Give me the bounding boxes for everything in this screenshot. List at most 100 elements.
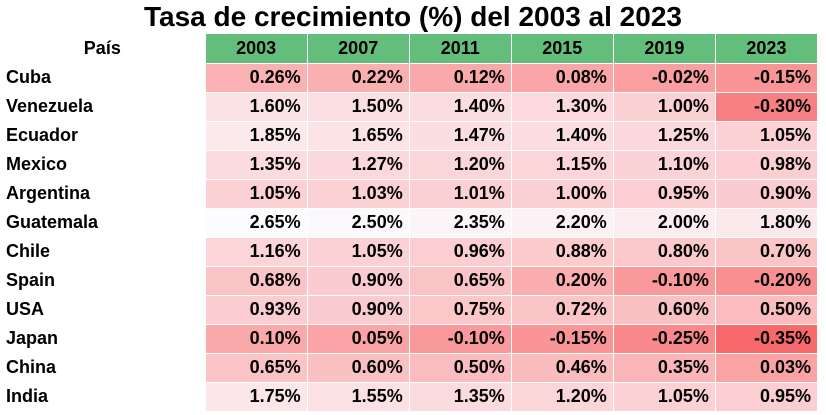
value-cell: 1.35% [409, 382, 512, 412]
value-cell: -0.35% [715, 324, 819, 354]
value-cell: -0.02% [613, 63, 716, 93]
value-cell: -0.10% [409, 324, 512, 354]
value-cell: 2.20% [511, 208, 614, 238]
value-cell: 0.22% [307, 63, 410, 93]
value-cell: 0.10% [205, 324, 308, 354]
column-header-2019: 2019 [613, 34, 716, 64]
value-cell: 0.90% [715, 179, 819, 209]
table-row: USA 0.93% 0.90% 0.75% 0.72% 0.60% 0.50% [0, 295, 819, 325]
country-label: Mexico [0, 150, 206, 180]
value-cell: 1.75% [205, 382, 308, 412]
value-cell: 1.65% [307, 121, 410, 151]
value-cell: 1.85% [205, 121, 308, 151]
value-cell: 1.30% [511, 92, 614, 122]
table-row: China 0.65% 0.60% 0.50% 0.46% 0.35% 0.03% [0, 353, 819, 383]
value-cell: 1.35% [205, 150, 308, 180]
value-cell: 1.03% [307, 179, 410, 209]
table-row: Cuba 0.26% 0.22% 0.12% 0.08% -0.02% -0.15% [0, 63, 819, 93]
value-cell: 0.60% [307, 353, 410, 383]
value-cell: 0.65% [409, 266, 512, 296]
table-row: Japan 0.10% 0.05% -0.10% -0.15% -0.25% -0.35% [0, 324, 819, 354]
value-cell: -0.15% [511, 324, 614, 354]
value-cell: 0.95% [613, 179, 716, 209]
row-header: País [0, 34, 206, 64]
country-label: Ecuador [0, 121, 206, 151]
value-cell: 0.60% [613, 295, 716, 325]
table-row: Venezuela 1.60% 1.50% 1.40% 1.30% 1.00% -0.30% [0, 92, 819, 122]
column-header-2015: 2015 [511, 34, 614, 64]
country-label: Venezuela [0, 92, 206, 122]
value-cell: 1.40% [511, 121, 614, 151]
value-cell: 2.65% [205, 208, 308, 238]
value-cell: 1.55% [307, 382, 410, 412]
value-cell: 0.98% [715, 150, 819, 180]
value-cell: 1.25% [613, 121, 716, 151]
value-cell: 0.50% [715, 295, 819, 325]
value-cell: 0.72% [511, 295, 614, 325]
table-row: Mexico 1.35% 1.27% 1.20% 1.15% 1.10% 0.98% [0, 150, 819, 180]
value-cell: 1.40% [409, 92, 512, 122]
value-cell: 0.03% [715, 353, 819, 383]
column-header-2007: 2007 [307, 34, 410, 64]
table-body: Cuba 0.26% 0.22% 0.12% 0.08% -0.02% -0.15% Vene… [0, 63, 819, 412]
value-cell: 0.12% [409, 63, 512, 93]
value-cell: 0.96% [409, 237, 512, 267]
value-cell: 1.20% [409, 150, 512, 180]
table-row: Ecuador 1.85% 1.65% 1.47% 1.40% 1.25% 1.05% [0, 121, 819, 151]
value-cell: 2.50% [307, 208, 410, 238]
value-cell: 0.20% [511, 266, 614, 296]
table-row: Argentina 1.05% 1.03% 1.01% 1.00% 0.95% 0.90% [0, 179, 819, 209]
value-cell: 1.16% [205, 237, 308, 267]
value-cell: 1.01% [409, 179, 512, 209]
value-cell: 1.10% [613, 150, 716, 180]
table-row: Spain 0.68% 0.90% 0.65% 0.20% -0.10% -0.20% [0, 266, 819, 296]
value-cell: 1.15% [511, 150, 614, 180]
value-cell: 0.05% [307, 324, 410, 354]
value-cell: 1.05% [715, 121, 819, 151]
value-cell: 0.90% [307, 295, 410, 325]
value-cell: -0.30% [715, 92, 819, 122]
value-cell: -0.25% [613, 324, 716, 354]
value-cell: 2.35% [409, 208, 512, 238]
chart-title: Tasa de crecimiento (%) del 2003 al 2023 [144, 1, 682, 32]
value-cell: 0.80% [613, 237, 716, 267]
value-cell: 0.88% [511, 237, 614, 267]
country-label: Guatemala [0, 208, 206, 238]
header-row: País 2003 2007 2011 2015 2019 2023 [0, 34, 819, 64]
value-cell: 0.65% [205, 353, 308, 383]
value-cell: 1.80% [715, 208, 819, 238]
value-cell: 0.90% [307, 266, 410, 296]
value-cell: 1.05% [307, 237, 410, 267]
value-cell: 1.05% [205, 179, 308, 209]
column-header-2003: 2003 [205, 34, 308, 64]
value-cell: 0.35% [613, 353, 716, 383]
value-cell: 1.60% [205, 92, 308, 122]
table-row: India 1.75% 1.55% 1.35% 1.20% 1.05% 0.95% [0, 382, 819, 412]
value-cell: 1.20% [511, 382, 614, 412]
value-cell: 0.75% [409, 295, 512, 325]
value-cell: 1.00% [511, 179, 614, 209]
growth-table: País 2003 2007 2011 2015 2019 2023 Cuba 0.26% 0… [0, 34, 819, 412]
country-label: Cuba [0, 63, 206, 93]
value-cell: 0.46% [511, 353, 614, 383]
value-cell: 1.50% [307, 92, 410, 122]
country-label: Argentina [0, 179, 206, 209]
value-cell: 0.50% [409, 353, 512, 383]
value-cell: 1.47% [409, 121, 512, 151]
column-header-2011: 2011 [409, 34, 512, 64]
value-cell: 0.93% [205, 295, 308, 325]
table-row: Chile 1.16% 1.05% 0.96% 0.88% 0.80% 0.70% [0, 237, 819, 267]
country-label: Chile [0, 237, 206, 267]
value-cell: 0.70% [715, 237, 819, 267]
value-cell: 1.05% [613, 382, 716, 412]
value-cell: 0.26% [205, 63, 308, 93]
country-label: Japan [0, 324, 206, 354]
country-label: Spain [0, 266, 206, 296]
table-row: Guatemala 2.65% 2.50% 2.35% 2.20% 2.00% 1.80% [0, 208, 819, 238]
value-cell: -0.15% [715, 63, 819, 93]
value-cell: 2.00% [613, 208, 716, 238]
value-cell: -0.20% [715, 266, 819, 296]
value-cell: 1.00% [613, 92, 716, 122]
country-label: India [0, 382, 206, 412]
value-cell: 0.95% [715, 382, 819, 412]
